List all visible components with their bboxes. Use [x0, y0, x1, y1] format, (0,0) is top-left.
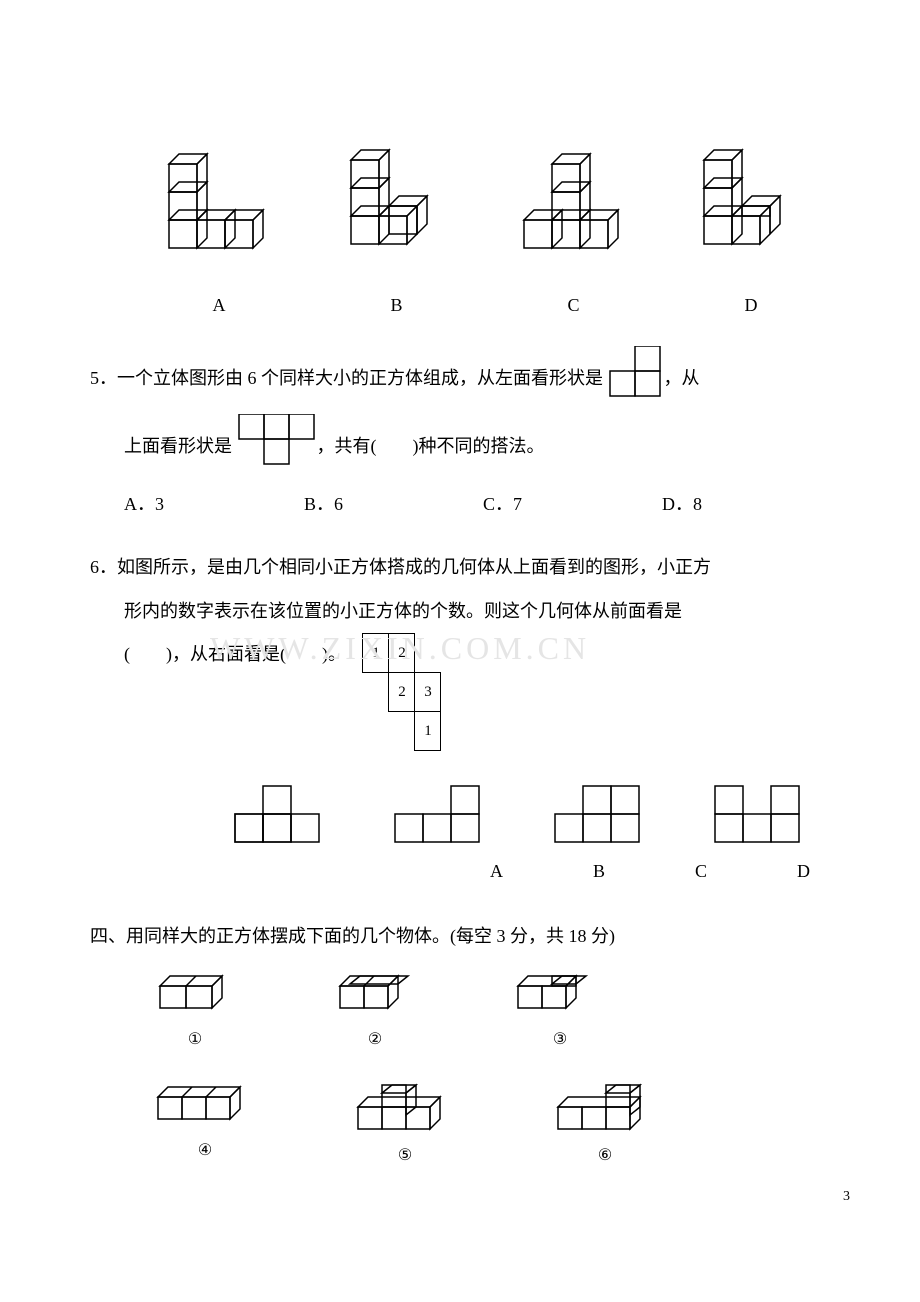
q6-opt-d: D [797, 861, 810, 882]
q5-opt-b: B．6 [304, 490, 343, 516]
opt-d: D [744, 295, 757, 316]
shape-6 [550, 1079, 660, 1134]
q5-l1b: ，从 [664, 368, 700, 388]
q6-fig-d [710, 781, 810, 851]
q6-l2: 形内的数字表示在该位置的小正方体的个数。则这个几何体从前面看是 [124, 601, 682, 621]
q6-fig-b [390, 781, 490, 851]
q6-num: 6． [90, 557, 117, 577]
q5-choices: A．3 B．6 C．7 D．8 [124, 490, 840, 516]
shape-5 [350, 1079, 460, 1134]
q5-l2a: 上面看形状是 [124, 436, 232, 456]
q5-opt-d: D．8 [662, 490, 702, 516]
q5-shape-left [608, 346, 664, 398]
q5-l2b: ，共有( )种不同的搭法。 [317, 436, 545, 456]
q4-option-letters: A B C D [130, 295, 840, 316]
shape-4-label: ④ [150, 1140, 260, 1160]
q5-l1a: 一个立体图形由 6 个同样大小的正方体组成，从左面看形状是 [117, 368, 603, 388]
q6-grid: 12 23 1 [362, 633, 441, 751]
q5-opt-a: A．3 [124, 490, 164, 516]
q6-fig-c [550, 781, 650, 851]
opt-c: C [567, 295, 579, 316]
shape-5-label: ⑤ [350, 1145, 460, 1165]
q6-option-figs [90, 781, 810, 851]
shape-grid: ① ② [150, 968, 840, 1165]
q6-opt-a: A [490, 861, 503, 882]
page-number: 3 [843, 1189, 850, 1205]
shape-2 [330, 968, 420, 1018]
shape-4 [150, 1079, 260, 1129]
q5-opt-c: C．7 [483, 490, 522, 516]
q5-num: 5． [90, 368, 117, 388]
opt-b: B [390, 295, 402, 316]
cube-fig-b [331, 140, 461, 260]
section-4-heading: 四、用同样大的正方体摆成下面的几个物体。(每空 3 分，共 18 分) [90, 922, 840, 948]
q6-option-letters: A B C D [90, 861, 810, 882]
q6-fig-a [230, 781, 330, 851]
shape-1 [150, 968, 240, 1018]
shape-2-label: ② [330, 1029, 420, 1049]
cube-fig-d [686, 140, 816, 260]
question-5: 5．一个立体图形由 6 个同样大小的正方体组成，从左面看形状是 ，从 上面看形状… [90, 346, 840, 482]
cube-fig-c [509, 140, 639, 260]
cube-fig-a [154, 140, 284, 260]
q6-l1: 如图所示，是由几个相同小正方体搭成的几何体从上面看到的图形，小正方 [117, 557, 711, 577]
q4-figure-row [130, 140, 840, 265]
shape-6-label: ⑥ [550, 1145, 660, 1165]
shape-3 [510, 968, 610, 1018]
question-6: 6．如图所示，是由几个相同小正方体搭成的几何体从上面看到的图形，小正方 形内的数… [90, 546, 840, 750]
q6-l3: ( )，从右面看是( )。 [124, 644, 346, 664]
q5-shape-top [237, 414, 317, 466]
opt-a: A [212, 295, 225, 316]
q6-opt-b: B [593, 861, 605, 882]
shape-1-label: ① [150, 1029, 240, 1049]
q6-opt-c: C [695, 861, 707, 882]
shape-3-label: ③ [510, 1029, 610, 1049]
